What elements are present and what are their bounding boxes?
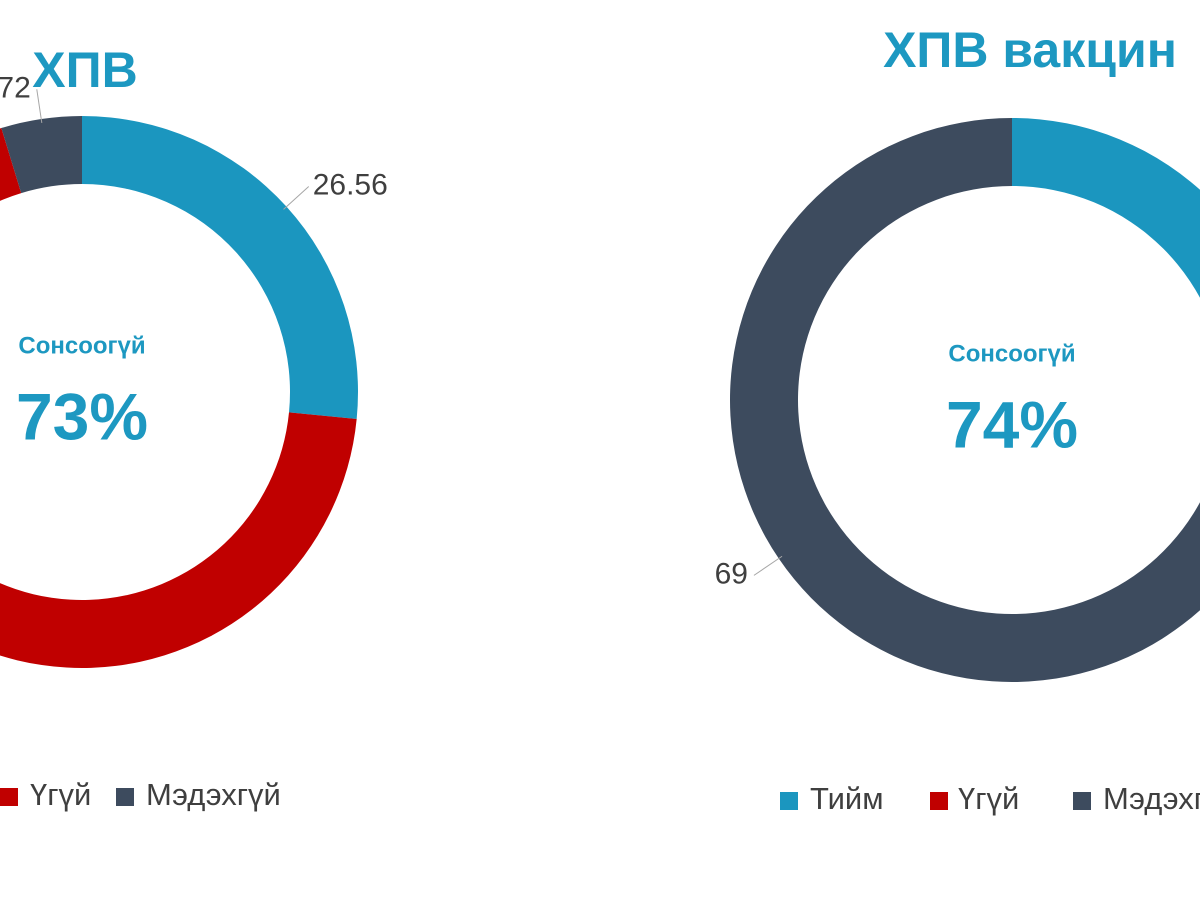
legend-swatch [116,788,134,806]
donut-chart: ХПВ вакцин25669Сонсоогүй74%ТиймҮгүйМэдэх… [715,22,1200,816]
center-value: 74% [946,387,1078,461]
legend-label: Үгүй [30,777,91,812]
donut-segment [730,118,1200,682]
leader-line [283,186,310,210]
value-label: 4.72 [0,71,31,104]
center-label: Сонсоогүй [18,332,145,359]
donut-segment [0,128,357,668]
legend-label: Мэдэхгүй [1103,781,1200,816]
donut-segment [1,116,83,194]
donut-segment [1012,118,1200,298]
value-label: 69 [715,557,748,590]
donut-segment [82,116,358,420]
legend-swatch [930,792,948,810]
legend-label: Тийм [810,781,884,816]
chart-title: ХПВ [32,42,137,98]
center-label: Сонсоогүй [948,340,1075,367]
chart-title: ХПВ вакцин [883,22,1177,78]
legend-swatch [780,792,798,810]
leader-line [753,555,783,576]
legend-swatch [0,788,18,806]
leader-line [36,89,43,124]
legend-swatch [1073,792,1091,810]
legend-label: Мэдэхгүй [146,777,281,812]
value-label: 26.56 [313,168,388,201]
legend-label: Үгүй [958,781,1019,816]
donut-chart: ХПВ26.5668.724.72Сонсоогүй73%ТиймҮгүйМэд… [0,42,388,812]
center-value: 73% [16,379,148,453]
